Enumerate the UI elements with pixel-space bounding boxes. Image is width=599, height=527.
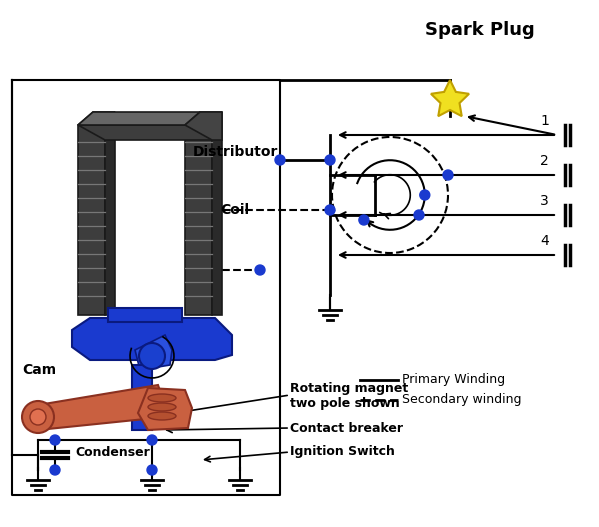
Text: Contact breaker: Contact breaker (290, 422, 403, 434)
Ellipse shape (148, 394, 176, 402)
Circle shape (443, 170, 453, 180)
Text: 3: 3 (540, 194, 549, 208)
Circle shape (420, 190, 430, 200)
Circle shape (30, 409, 46, 425)
Circle shape (359, 215, 369, 225)
Polygon shape (78, 112, 115, 125)
Polygon shape (78, 112, 200, 125)
Ellipse shape (148, 403, 176, 411)
Polygon shape (185, 112, 222, 140)
Polygon shape (207, 112, 222, 315)
Polygon shape (132, 365, 152, 430)
Text: 1: 1 (540, 114, 549, 128)
Text: Distributor: Distributor (193, 145, 278, 159)
Text: Condenser: Condenser (75, 446, 150, 460)
Text: 4: 4 (540, 234, 549, 248)
Text: Ignition Switch: Ignition Switch (290, 445, 395, 458)
Ellipse shape (148, 412, 176, 420)
Polygon shape (185, 112, 222, 125)
Circle shape (275, 155, 285, 165)
Circle shape (325, 205, 335, 215)
Polygon shape (431, 80, 469, 116)
Polygon shape (185, 125, 212, 315)
Polygon shape (108, 308, 182, 322)
Text: Rotating magnet
two pole shown: Rotating magnet two pole shown (290, 382, 409, 410)
Circle shape (147, 435, 157, 445)
Circle shape (50, 435, 60, 445)
Circle shape (147, 465, 157, 475)
Circle shape (50, 465, 60, 475)
Circle shape (414, 210, 424, 220)
Polygon shape (138, 388, 192, 430)
Polygon shape (135, 335, 172, 370)
Circle shape (255, 265, 265, 275)
Text: Secondary winding: Secondary winding (402, 394, 522, 406)
Text: Coil: Coil (220, 203, 249, 217)
Polygon shape (72, 318, 232, 360)
Text: Primary Winding: Primary Winding (402, 374, 505, 386)
Polygon shape (100, 112, 115, 315)
Polygon shape (78, 125, 212, 140)
Text: 2: 2 (540, 154, 549, 168)
Text: Spark Plug: Spark Plug (425, 21, 535, 39)
Polygon shape (38, 385, 163, 430)
Circle shape (22, 401, 54, 433)
Text: Cam: Cam (22, 363, 56, 377)
Circle shape (325, 155, 335, 165)
Polygon shape (78, 125, 105, 315)
Circle shape (139, 343, 165, 369)
